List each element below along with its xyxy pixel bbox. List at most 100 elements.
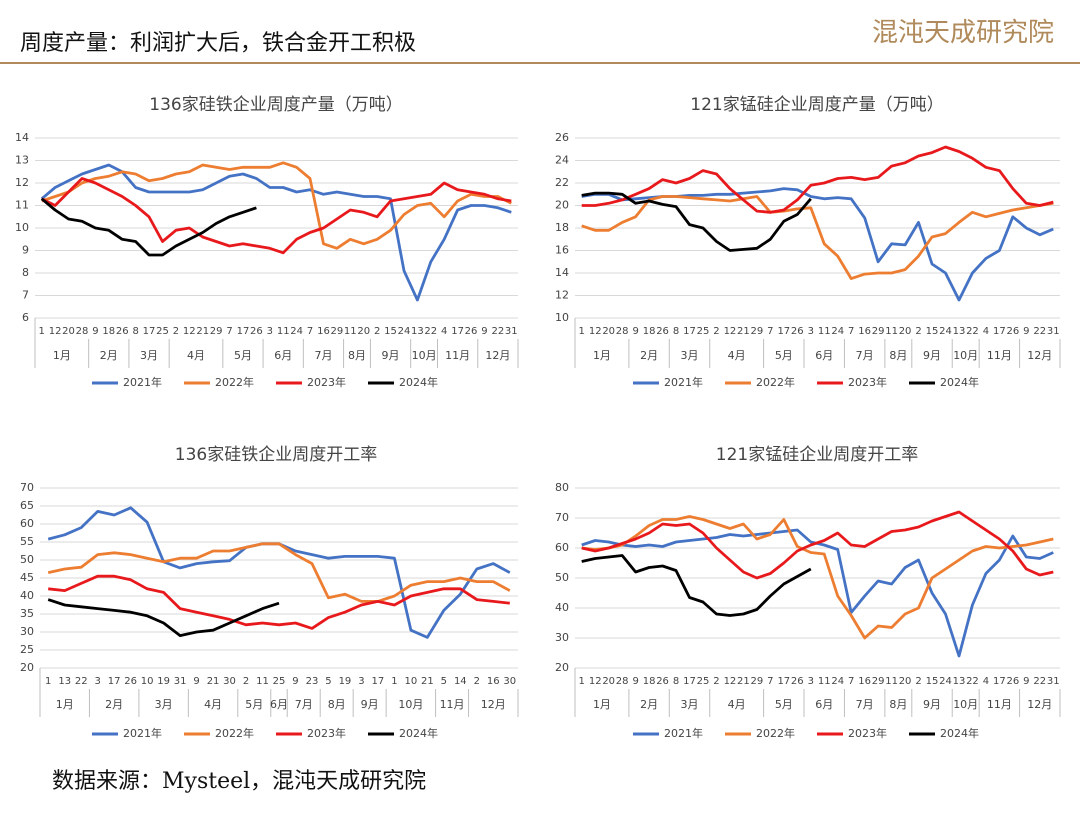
x-tick-label: 7 bbox=[767, 676, 773, 687]
x-tick-label: 28 bbox=[616, 326, 629, 337]
series-line bbox=[47, 542, 511, 603]
series-line bbox=[581, 145, 1054, 214]
x-group-label: 3月 bbox=[681, 349, 699, 362]
legend-label: 2021年 bbox=[123, 375, 162, 389]
y-tick-label: 20 bbox=[555, 661, 569, 674]
x-tick-label: 11 bbox=[818, 676, 831, 687]
legend-label: 2021年 bbox=[664, 375, 703, 389]
x-group-label: 9月 bbox=[361, 698, 379, 711]
x-group-label: 5月 bbox=[234, 349, 252, 362]
x-tick-label: 10 bbox=[141, 676, 154, 687]
x-tick-label: 21 bbox=[421, 676, 434, 687]
x-tick-label: 2 bbox=[243, 676, 249, 687]
x-tick-label: 21 bbox=[207, 676, 220, 687]
x-tick-label: 5 bbox=[325, 676, 331, 687]
x-tick-label: 2 bbox=[374, 326, 380, 337]
x-tick-label: 19 bbox=[339, 676, 352, 687]
y-tick-label: 12 bbox=[15, 176, 29, 189]
x-tick-label: 17 bbox=[372, 676, 385, 687]
x-group-label: 2月 bbox=[100, 349, 118, 362]
y-tick-label: 13 bbox=[15, 154, 29, 167]
x-group-label: 3月 bbox=[140, 349, 158, 362]
legend-label: 2023年 bbox=[848, 726, 887, 740]
x-tick-label: 23 bbox=[306, 676, 319, 687]
y-tick-label: 18 bbox=[555, 221, 569, 234]
x-group-label: 7月 bbox=[856, 698, 874, 711]
x-tick-label: 16 bbox=[858, 676, 871, 687]
x-tick-label: 3 bbox=[267, 326, 273, 337]
x-tick-label: 26 bbox=[1006, 676, 1019, 687]
x-tick-label: 22 bbox=[966, 676, 979, 687]
x-tick-label: 4 bbox=[983, 676, 989, 687]
x-group-label: 2月 bbox=[640, 349, 658, 362]
x-tick-label: 26 bbox=[791, 326, 804, 337]
x-tick-label: 4 bbox=[441, 326, 447, 337]
x-tick-label: 17 bbox=[993, 676, 1006, 687]
logo: 混沌天成研究院 bbox=[872, 18, 1054, 48]
x-tick-label: 12 bbox=[183, 326, 196, 337]
x-tick-label: 11 bbox=[885, 326, 898, 337]
x-tick-label: 14 bbox=[454, 676, 467, 687]
x-tick-label: 7 bbox=[226, 326, 232, 337]
x-tick-label: 24 bbox=[831, 676, 844, 687]
x-tick-label: 11 bbox=[344, 326, 357, 337]
x-tick-label: 26 bbox=[656, 326, 669, 337]
x-tick-label: 12 bbox=[589, 326, 602, 337]
source: 数据来源：Mysteel，混沌天成研究院 bbox=[52, 769, 426, 794]
x-tick-label: 24 bbox=[939, 676, 952, 687]
x-tick-label: 11 bbox=[256, 676, 269, 687]
x-tick-label: 29 bbox=[751, 676, 764, 687]
x-tick-label: 24 bbox=[831, 326, 844, 337]
x-tick-label: 12 bbox=[49, 326, 62, 337]
x-tick-label: 17 bbox=[237, 326, 250, 337]
chart-title: 121家锰硅企业周度产量（万吨） bbox=[690, 95, 943, 115]
x-group-label: 2月 bbox=[105, 698, 123, 711]
y-tick-label: 55 bbox=[20, 535, 34, 548]
x-group-label: 9月 bbox=[923, 698, 941, 711]
x-group-label: 12月 bbox=[485, 349, 510, 362]
series-line bbox=[41, 177, 512, 255]
x-group-label: 12月 bbox=[481, 698, 506, 711]
y-tick-label: 40 bbox=[555, 601, 569, 614]
legend-label: 2023年 bbox=[307, 726, 346, 740]
y-tick-label: 7 bbox=[22, 289, 29, 302]
y-tick-label: 8 bbox=[22, 266, 29, 279]
x-tick-label: 17 bbox=[683, 326, 696, 337]
x-tick-label: 18 bbox=[643, 676, 656, 687]
series-line bbox=[581, 515, 1054, 640]
x-tick-label: 25 bbox=[697, 676, 710, 687]
x-tick-label: 3 bbox=[808, 326, 814, 337]
x-tick-label: 26 bbox=[656, 676, 669, 687]
x-tick-label: 4 bbox=[983, 326, 989, 337]
x-group-label: 6月 bbox=[270, 698, 288, 711]
x-tick-label: 25 bbox=[156, 326, 169, 337]
x-tick-label: 1 bbox=[45, 676, 51, 687]
x-tick-label: 1 bbox=[579, 676, 585, 687]
x-tick-label: 11 bbox=[885, 676, 898, 687]
x-group-label: 5月 bbox=[775, 698, 793, 711]
x-group-label: 1月 bbox=[56, 698, 74, 711]
y-tick-label: 10 bbox=[15, 221, 29, 234]
x-tick-label: 25 bbox=[697, 326, 710, 337]
x-tick-label: 30 bbox=[223, 676, 236, 687]
x-tick-label: 16 bbox=[487, 676, 500, 687]
x-tick-label: 10 bbox=[404, 676, 417, 687]
x-group-label: 11月 bbox=[987, 698, 1012, 711]
y-tick-label: 24 bbox=[555, 154, 569, 167]
x-tick-label: 17 bbox=[143, 326, 156, 337]
x-tick-label: 17 bbox=[108, 676, 121, 687]
x-tick-label: 1 bbox=[39, 326, 45, 337]
x-tick-label: 18 bbox=[643, 326, 656, 337]
y-tick-label: 9 bbox=[22, 244, 29, 257]
x-tick-label: 9 bbox=[632, 676, 638, 687]
x-group-label: 7月 bbox=[314, 349, 332, 362]
x-group-label: 4月 bbox=[728, 349, 746, 362]
x-tick-label: 8 bbox=[673, 326, 679, 337]
x-group-label: 12月 bbox=[1027, 698, 1052, 711]
x-group-label: 8月 bbox=[328, 698, 346, 711]
x-tick-label: 18 bbox=[102, 326, 115, 337]
x-tick-label: 19 bbox=[157, 676, 170, 687]
legend-label: 2021年 bbox=[664, 726, 703, 740]
x-tick-label: 3 bbox=[95, 676, 101, 687]
